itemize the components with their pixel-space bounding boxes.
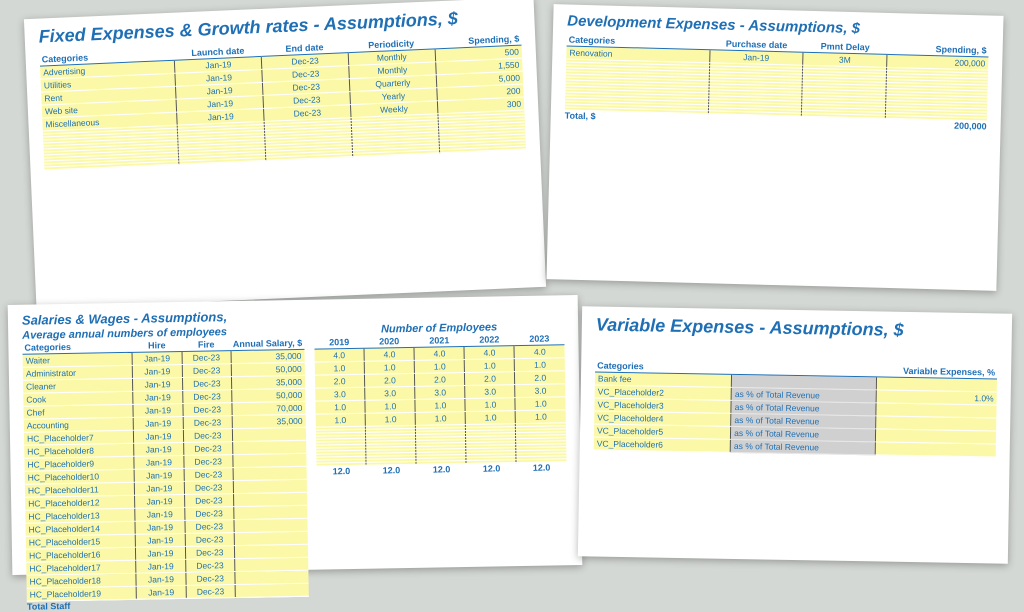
col-hire: Hire bbox=[132, 339, 181, 352]
development-expenses-card: Development Expenses - Assumptions, $ Ca… bbox=[546, 4, 1003, 291]
fixed-table: Categories Launch date End date Periodic… bbox=[39, 33, 526, 171]
dev-table: Categories Purchase date Pmnt Delay Spen… bbox=[565, 34, 989, 132]
sal-right-table: 20192020202120222023 4.04.04.04.04.01.01… bbox=[314, 332, 567, 476]
sal-total-label: Total Staff bbox=[27, 599, 137, 611]
col-fire: Fire bbox=[181, 338, 231, 351]
var-title: Variable Expenses - Assumptions, $ bbox=[596, 315, 998, 343]
sal-left-table: Categories Hire Fire Annual Salary, $ Wa… bbox=[22, 337, 308, 612]
variable-expenses-card: Variable Expenses - Assumptions, $ Categ… bbox=[578, 306, 1012, 563]
salaries-card: Salaries & Wages - Assumptions, Average … bbox=[8, 295, 583, 575]
var-table: Categories Variable Expenses, % Bank fee… bbox=[594, 360, 998, 458]
fixed-expenses-card: Fixed Expenses & Growth rates - Assumpti… bbox=[24, 0, 546, 309]
dev-total-val: 200,000 bbox=[885, 118, 987, 131]
